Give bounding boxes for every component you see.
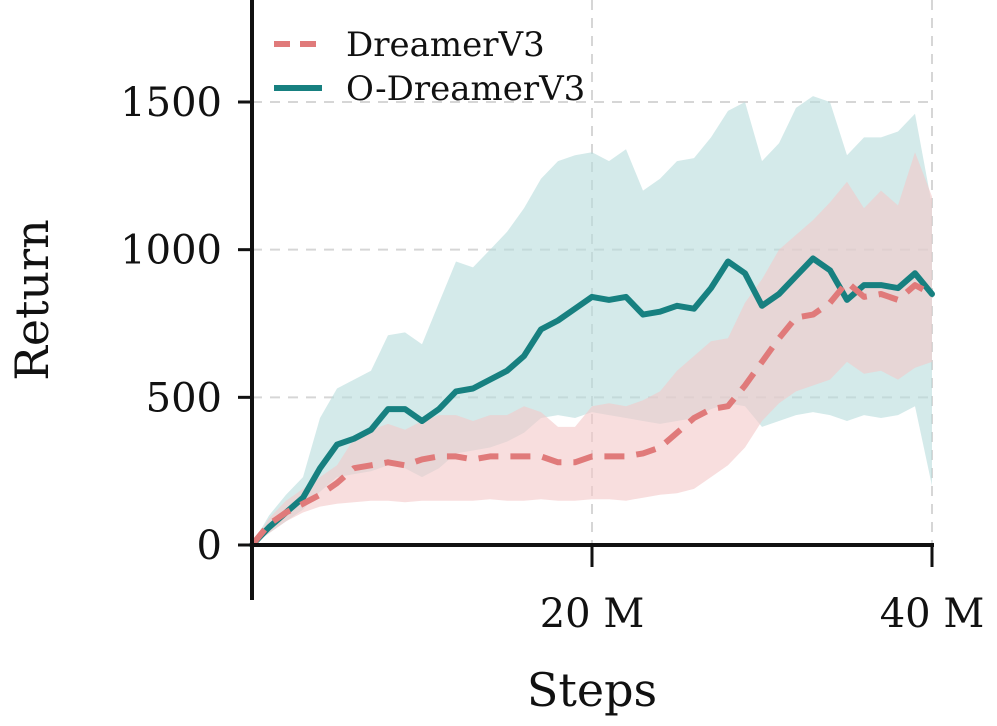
line-dreamerv3 xyxy=(249,279,934,547)
y-tick-label-1500: 1500 xyxy=(120,80,222,126)
tick-layer: 0 500 1000 1500 20 M 40 M xyxy=(120,80,984,637)
y-tick-label-1000: 1000 xyxy=(120,228,222,274)
x-tick-label-20: 20 M xyxy=(540,591,645,637)
band-dreamerv3 xyxy=(252,152,932,545)
legend: DreamerV3 O-DreamerV3 xyxy=(274,25,585,109)
y-tick-label-0: 0 xyxy=(197,523,222,569)
x-axis-label: Steps xyxy=(527,663,657,717)
x-tick-label-40: 40 M xyxy=(880,591,985,637)
legend-label-o-dreamerv3: O-DreamerV3 xyxy=(346,69,585,109)
line-o-dreamerv3 xyxy=(249,255,935,548)
legend-label-dreamerv3: DreamerV3 xyxy=(346,25,545,65)
y-tick-label-500: 500 xyxy=(146,375,222,421)
band-layer xyxy=(252,96,932,545)
y-axis-label: Return xyxy=(5,219,59,381)
line-layer xyxy=(249,255,935,548)
